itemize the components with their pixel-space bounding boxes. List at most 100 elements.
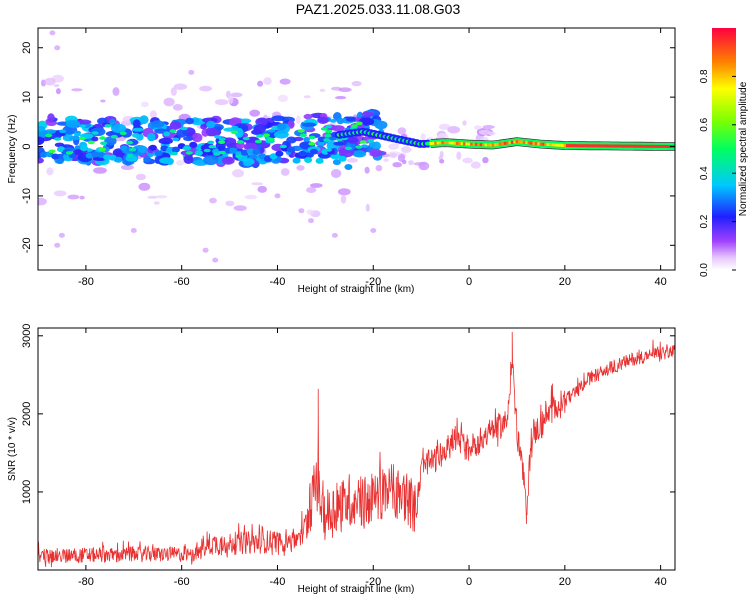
spectrogram-line-core: [453, 141, 457, 145]
spectrogram-band-blob: [347, 136, 359, 144]
spectrogram-bright-blob: [323, 138, 331, 142]
spectrogram-line-core: [594, 144, 598, 148]
spectrogram-band-blob: [154, 156, 161, 164]
spectrogram-bright-blob: [267, 137, 275, 142]
spectrogram-bright-blob: [262, 133, 270, 138]
spectrogram-line-core: [609, 144, 612, 148]
spectrogram-line-core: [503, 141, 507, 145]
spectrogram-line-core: [565, 144, 569, 148]
spectrogram-noise-blob: [351, 80, 362, 87]
spectrogram-line-core: [501, 142, 505, 146]
spectrogram-band-blob: [352, 150, 367, 158]
spectrogram-noise-blob: [447, 126, 461, 134]
spectrogram-bright-blob: [308, 142, 316, 146]
spectrogram-bright-blob: [99, 136, 107, 140]
spectrogram-bright-blob: [180, 126, 188, 131]
spectrogram-line-core: [431, 141, 435, 145]
spectrogram-noise-blob: [392, 162, 403, 168]
spectrogram-noise-blob: [280, 168, 290, 176]
spectrogram-noise-blob: [56, 88, 61, 95]
spectrogram-bright-blob: [351, 124, 358, 128]
spectrogram-secondary-blob: [304, 157, 313, 163]
spectrogram-band-blob: [158, 137, 173, 145]
spectrogram-line-core: [451, 141, 454, 145]
spectrogram-noise-blob: [375, 164, 383, 172]
spectrogram-band-blob: [222, 137, 237, 146]
spectrogram-secondary-blob: [292, 157, 301, 164]
spectrogram-noise-blob: [232, 169, 245, 178]
spectrogram-secondary-blob: [332, 159, 341, 166]
spectrogram-bright-blob: [54, 137, 62, 141]
spectrogram-line-core: [515, 140, 519, 144]
spectrogram-line-core: [470, 142, 474, 146]
spectrogram-bright-blob: [104, 124, 112, 128]
spectrogram-line-core: [542, 142, 545, 146]
spectrogram-band-blob: [185, 117, 194, 125]
spectrogram-bright-blob: [218, 137, 226, 141]
spectrogram-secondary-blob: [298, 150, 307, 157]
spectrogram-bright-blob: [237, 140, 244, 144]
colorbar-tick-label: 0.8: [699, 69, 710, 83]
spectrogram-bright-blob: [325, 129, 333, 134]
spectrogram-noise-blob: [482, 125, 495, 129]
spectrogram-noise-blob: [338, 87, 352, 92]
spectrogram-bright-blob: [99, 147, 106, 152]
spectrogram-bright-blob: [231, 125, 239, 130]
spectrogram-noise-blob: [135, 173, 146, 181]
spectrogram-bright-blob: [359, 140, 367, 144]
spectrogram-line-core: [652, 144, 656, 148]
spectrogram-line-core: [539, 142, 543, 146]
spectrogram-bright-blob: [110, 134, 118, 139]
spectrogram-bright-blob: [361, 144, 368, 148]
spectrogram-line-core: [601, 144, 605, 148]
spectrogram-band-blob: [345, 116, 356, 122]
spectrogram-outlier-blob: [130, 228, 137, 233]
spectrogram-line-core: [546, 143, 550, 146]
spectrogram-band-blob: [132, 127, 144, 132]
spectrogram-noise-blob: [418, 161, 430, 171]
x-tick-label: 0: [466, 276, 472, 288]
spectrogram-outlier-blob: [54, 242, 61, 248]
spectrogram-line-core: [436, 141, 440, 145]
spectrogram-line-core: [616, 144, 620, 148]
spectrogram-band-blob: [203, 155, 219, 166]
colorbar-label: Normalized spectral amplitude: [738, 81, 749, 216]
spectrogram-noise-blob: [249, 109, 260, 117]
spectrogram-bright-blob: [203, 148, 211, 153]
spectrogram-noise-blob: [397, 127, 407, 135]
spectrogram-line-core: [467, 142, 471, 146]
x-tick-label: -60: [174, 276, 190, 288]
spectrogram-line-core: [486, 143, 490, 147]
spectrogram-noise-blob: [93, 167, 107, 174]
spectrogram-noise-blob: [478, 129, 491, 135]
spectrogram-line-core: [446, 141, 450, 145]
spectrogram-line-core: [587, 144, 591, 148]
spectrogram-outlier-blob: [54, 45, 61, 51]
spectrogram-noise-blob: [310, 183, 323, 188]
spectrogram-secondary-blob: [286, 146, 295, 153]
snr-x-label: Height of straight line (km): [298, 584, 415, 595]
spectrogram-secondary-blob: [258, 153, 267, 160]
spectrogram-bright-blob: [208, 144, 216, 149]
spectrogram-noise-blob: [263, 77, 272, 85]
spectrogram-noise-blob: [306, 187, 317, 193]
spectrogram-outlier-blob: [274, 193, 281, 199]
spectrogram-noise-blob: [163, 97, 175, 107]
spectrogram-noise-blob: [346, 158, 358, 163]
spectrogram-band-blob: [303, 113, 313, 120]
spectrogram-noise-blob: [408, 160, 414, 166]
spectrogram-bright-blob: [344, 146, 352, 151]
spectrogram-noise-blob: [438, 123, 451, 130]
spectrogram-bright-blob: [79, 124, 87, 128]
spectrogram-line-core: [465, 142, 469, 146]
spectrogram-band-blob: [151, 120, 165, 128]
spectrogram-noise-blob: [112, 87, 120, 96]
spectrogram-secondary-blob: [39, 151, 48, 158]
spectrogram-line-core: [656, 144, 660, 148]
spectrogram-line-core: [498, 142, 502, 146]
spectrogram-line-core: [633, 144, 636, 148]
spectrogram-secondary-blob: [154, 150, 163, 157]
spectrogram-line-core: [491, 143, 495, 147]
spectrogram-outlier-blob: [298, 208, 305, 214]
spectrogram-noise-blob: [296, 165, 305, 171]
